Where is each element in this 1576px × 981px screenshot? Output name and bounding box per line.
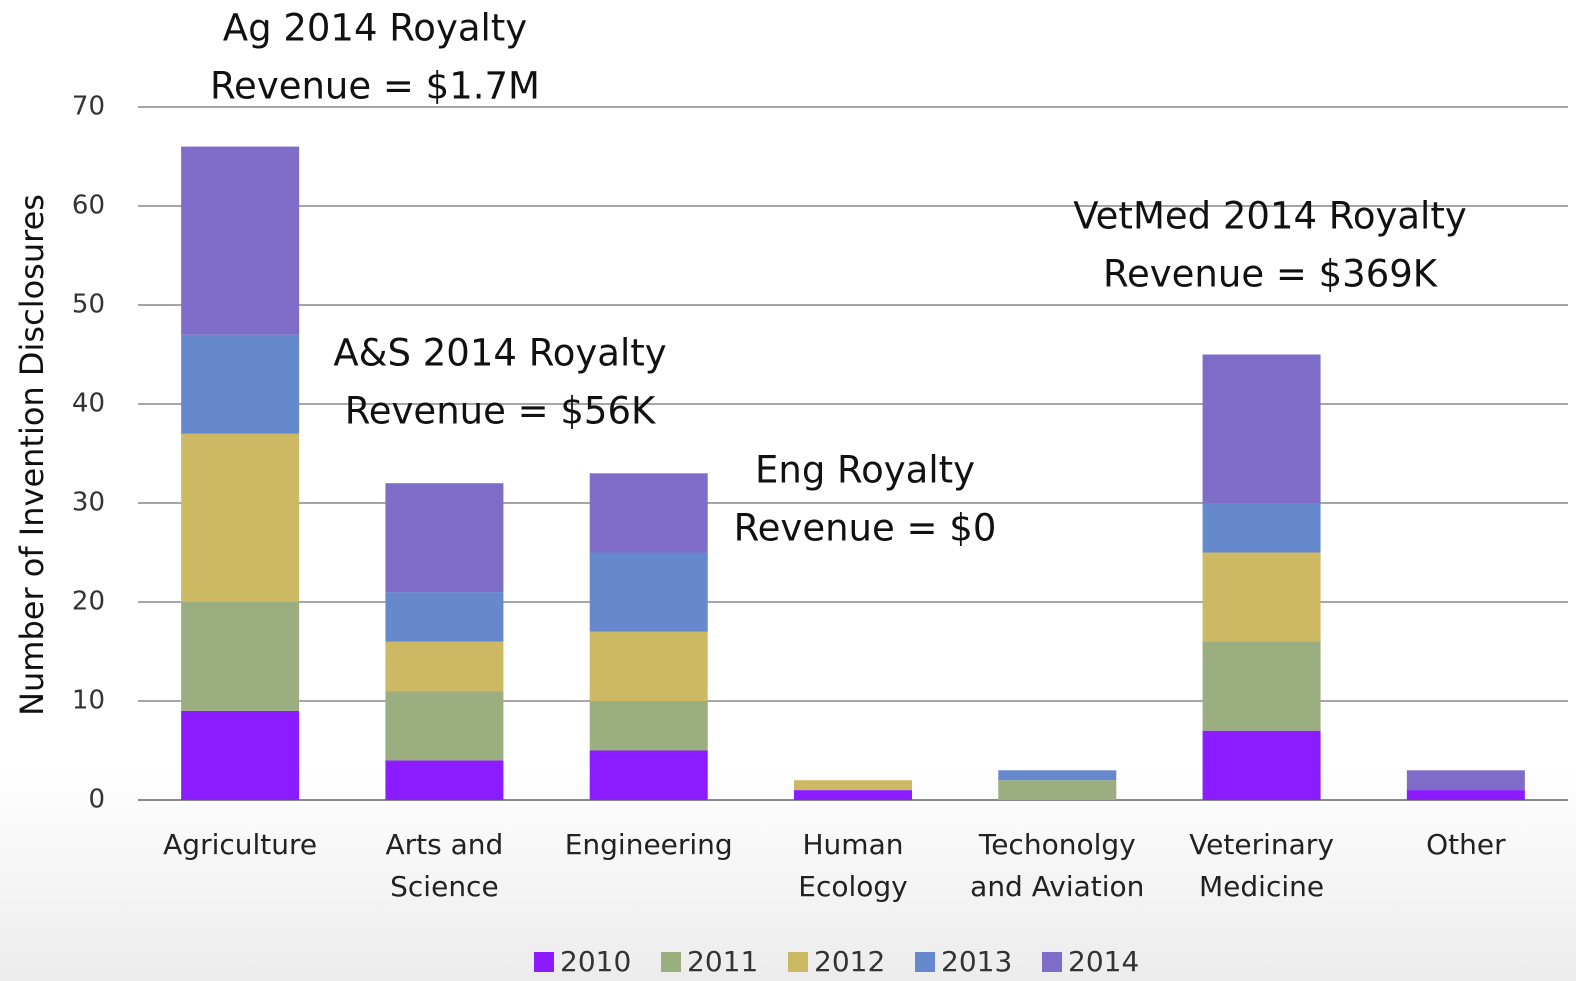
y-tick-label: 30 [72,488,105,518]
legend-label: 2011 [687,945,758,978]
bar-segment [385,592,504,642]
bar-segment [181,334,300,434]
annotation: Revenue = $56K [345,390,657,433]
y-tick-label: 40 [72,389,105,419]
x-tick-label: Other [1426,828,1506,861]
legend-label: 2014 [1068,945,1139,978]
legend-swatch [534,952,554,972]
legend-swatch [661,952,681,972]
legend-label: 2010 [560,945,631,978]
legend-swatch [788,952,808,972]
bar-segment [1406,770,1525,791]
bar-segment [589,631,708,701]
bar-segment [385,691,504,761]
y-tick-label: 70 [72,92,105,122]
legend-swatch [915,952,935,972]
bar-segment [998,770,1117,781]
x-tick-label: Engineering [564,828,733,861]
y-tick-label: 0 [88,785,105,815]
bar-segment [589,701,708,751]
bar-segment [181,146,300,335]
y-axis-label: Number of Invention Disclosures [13,194,51,716]
bar-segment [181,602,300,711]
bar-segment [998,780,1117,800]
y-tick-label: 20 [72,587,105,617]
bar-segment [1202,552,1321,642]
annotation: A&S 2014 Royalty [333,332,666,375]
annotation: Ag 2014 Royalty [223,7,527,50]
bar-segment [181,710,300,800]
bar-segment [385,760,504,800]
x-tick-label: Agriculture [163,828,318,861]
x-tick-label: Techonolgy and Aviation [970,828,1145,903]
bar-segment [794,780,912,791]
y-tick-label: 10 [72,686,105,716]
annotation: Revenue = $1.7M [210,65,540,108]
bar-segment [589,473,708,553]
bar-segment [181,433,300,602]
y-tick-label: 60 [72,191,105,221]
bar-segment [1202,730,1321,800]
x-tick-label: Arts and Science [385,828,504,903]
bar-segment [589,750,708,800]
bar-segment [1202,503,1321,553]
legend-label: 2012 [814,945,885,978]
bar-segment [1202,354,1321,503]
x-tick-label: Human Ecology [798,828,908,903]
bar-segment [1406,790,1525,800]
bar-segment [385,483,504,593]
annotation: Revenue = $0 [734,507,997,550]
x-tick-label: Veterinary Medicine [1189,828,1334,903]
annotation: VetMed 2014 Royalty [1073,195,1467,238]
annotation: Eng Royalty [755,449,975,492]
annotation: Revenue = $369K [1103,253,1439,296]
bar-segment [385,641,504,692]
legend-swatch [1042,952,1062,972]
bar-segment [1202,641,1321,731]
bar-segment [589,552,708,632]
legend-label: 2013 [941,945,1012,978]
bar-segment [794,790,912,800]
y-tick-label: 50 [72,290,105,320]
